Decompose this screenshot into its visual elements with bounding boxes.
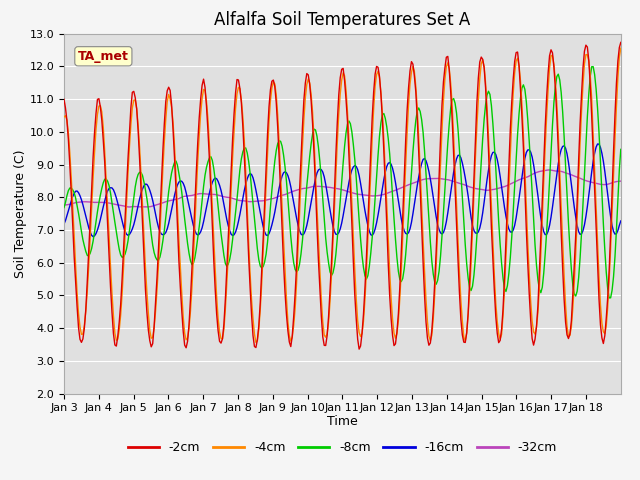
X-axis label: Time: Time (327, 415, 358, 428)
Legend: -2cm, -4cm, -8cm, -16cm, -32cm: -2cm, -4cm, -8cm, -16cm, -32cm (123, 436, 562, 459)
Y-axis label: Soil Temperature (C): Soil Temperature (C) (13, 149, 27, 278)
Text: TA_met: TA_met (78, 50, 129, 63)
Title: Alfalfa Soil Temperatures Set A: Alfalfa Soil Temperatures Set A (214, 11, 470, 29)
